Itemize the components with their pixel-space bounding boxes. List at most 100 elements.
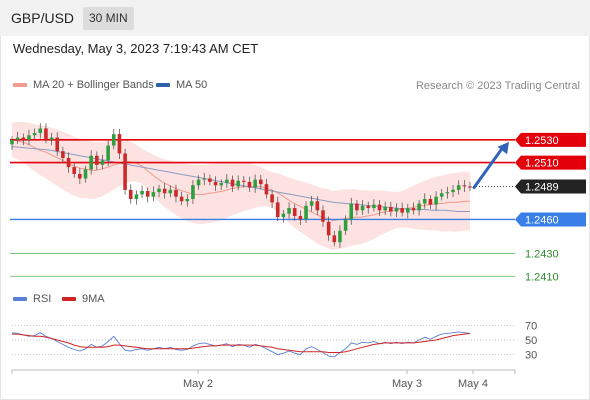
rsi-series-9ma <box>12 332 471 353</box>
candle-body <box>44 128 48 140</box>
x-axis-label-may-2: May 2 <box>183 378 213 390</box>
legend-bollinger: MA 20 + Bollinger Bands <box>13 79 154 91</box>
candle-body <box>213 181 218 186</box>
candle-body <box>185 198 190 202</box>
candle-body <box>196 179 201 186</box>
candle-body <box>400 208 404 213</box>
candle-body <box>55 137 60 152</box>
level-badge-1.2510 <box>515 155 586 170</box>
candle-body <box>253 179 257 188</box>
candle-body <box>191 185 195 199</box>
candle-body <box>275 202 280 218</box>
header-bar: GBP/USD 30 MIN <box>0 0 590 36</box>
candle-body <box>315 201 320 211</box>
x-axis-label-may-4: May 4 <box>458 378 488 390</box>
candle-body <box>128 189 133 199</box>
candle-body <box>38 128 43 133</box>
candle-body <box>298 216 303 220</box>
currency-pair-title: GBP/USD <box>11 10 75 26</box>
candle-body <box>349 203 354 220</box>
candle-body <box>49 137 54 140</box>
candle-body <box>468 186 472 188</box>
target-arrow-shaft <box>472 144 506 190</box>
candle-body <box>100 160 105 165</box>
candle-body <box>383 206 387 211</box>
candle-body <box>270 194 274 203</box>
candle-body <box>202 178 207 180</box>
candle-body <box>230 179 235 187</box>
rsi-series-rsi <box>11 331 471 358</box>
candle-body <box>321 210 325 222</box>
rsi-tick-50: 50 <box>525 335 537 347</box>
level-label-1.2460: 1.2460 <box>525 214 559 226</box>
candle-body <box>434 196 438 205</box>
candle-body <box>445 192 450 194</box>
target-arrow-head-icon <box>497 141 509 155</box>
candle-body <box>123 153 127 190</box>
candle-body <box>417 203 421 211</box>
candle-body <box>145 191 150 197</box>
legend-9ma: 9MA <box>62 293 105 305</box>
candle-body <box>439 193 444 197</box>
candle-body <box>89 155 93 170</box>
ma50-swatch-icon <box>156 83 170 87</box>
9ma-swatch-icon <box>62 297 76 301</box>
candle-body <box>309 201 314 206</box>
candle-body <box>174 189 178 197</box>
candle-body <box>394 208 399 212</box>
candle-body <box>343 219 348 231</box>
candle-body <box>326 221 331 236</box>
candle-body <box>179 196 184 202</box>
candle-body <box>32 132 37 136</box>
candle-body <box>247 181 252 188</box>
candle-body <box>456 185 461 190</box>
candle-body <box>151 192 156 197</box>
candle-body <box>61 151 65 159</box>
bollinger-band <box>12 121 470 251</box>
candle-body <box>258 179 263 185</box>
legend-ma50: MA 50 <box>156 79 207 91</box>
ma20-line <box>11 139 470 222</box>
candle-body <box>242 180 246 182</box>
legend-bollinger-label: MA 20 + Bollinger Bands <box>33 79 154 91</box>
bollinger-swatch-icon <box>13 83 27 87</box>
current-price-badge <box>515 179 586 194</box>
candle-body <box>377 204 382 211</box>
level-label-1.2510: 1.2510 <box>525 158 559 170</box>
candle-body <box>264 184 269 195</box>
candle-body <box>422 198 427 204</box>
candle-body <box>134 194 139 199</box>
candle-body <box>15 137 20 140</box>
candle-body <box>389 206 393 212</box>
candle-body <box>162 188 167 194</box>
legend-9ma-label: 9MA <box>82 293 105 305</box>
legend-ma50-label: MA 50 <box>176 79 208 91</box>
candle-body <box>372 204 376 209</box>
candle-body <box>360 205 365 211</box>
level-badge-1.2530 <box>515 132 586 147</box>
ma50-line <box>11 146 470 212</box>
candle-body <box>428 198 433 205</box>
candle-body <box>287 208 291 214</box>
candle-body <box>304 205 308 220</box>
research-credit: Research © 2023 Trading Central <box>415 80 580 92</box>
timeframe-button[interactable]: 30 MIN <box>83 7 134 30</box>
candle-body <box>366 205 371 209</box>
candle-body <box>168 189 173 194</box>
candle-body <box>411 208 416 211</box>
candle-body <box>462 185 467 187</box>
candle-body <box>21 137 26 140</box>
rsi-swatch-icon <box>13 297 27 301</box>
legend-rsi: RSI <box>13 293 51 305</box>
rsi-tick-30: 30 <box>525 350 537 362</box>
candle-body <box>66 158 71 168</box>
level-label-1.2410: 1.2410 <box>525 271 559 283</box>
candle-body <box>225 179 229 184</box>
candle-body <box>10 139 14 145</box>
candle-body <box>78 173 82 179</box>
candle-body <box>236 180 240 187</box>
candle-body <box>72 167 76 174</box>
candle-body <box>83 169 88 179</box>
candle-body <box>219 183 224 186</box>
